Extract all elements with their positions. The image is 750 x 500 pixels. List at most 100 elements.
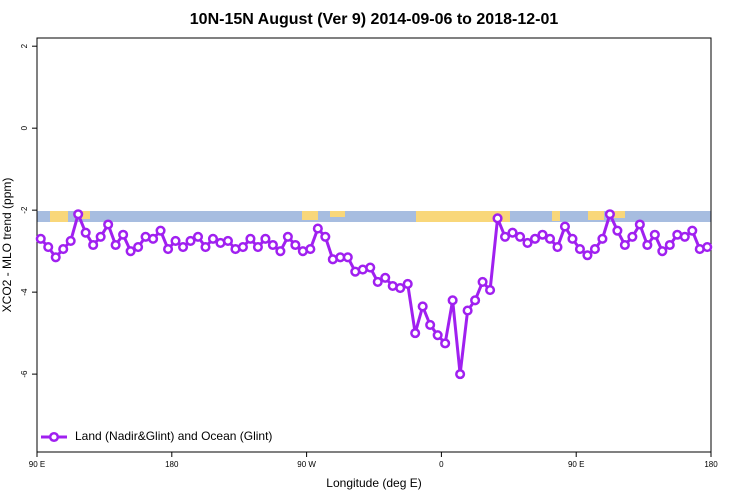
point — [200, 241, 211, 253]
point — [395, 282, 406, 294]
point — [687, 225, 698, 236]
point — [125, 246, 136, 257]
point — [619, 239, 630, 251]
point — [664, 239, 675, 251]
point — [702, 241, 713, 253]
point — [410, 328, 421, 339]
point — [163, 244, 174, 255]
point — [567, 233, 578, 244]
point — [237, 241, 248, 253]
point — [170, 235, 181, 246]
point — [43, 241, 54, 253]
point — [440, 338, 451, 349]
y-tick-label: 2 — [20, 43, 29, 48]
x-tick-label: 90 E — [568, 460, 584, 469]
point — [275, 246, 286, 257]
point — [95, 231, 106, 242]
y-tick-label: -4 — [20, 288, 29, 296]
point — [529, 233, 541, 244]
land-patch — [330, 211, 345, 217]
y-tick-label: -2 — [20, 206, 29, 214]
x-tick-label: 180 — [165, 460, 179, 469]
x-tick-label: 90 W — [297, 460, 316, 469]
point — [627, 231, 638, 242]
point — [133, 241, 144, 253]
point — [58, 244, 69, 255]
point — [552, 241, 563, 253]
land-patch — [552, 211, 560, 221]
point — [507, 227, 518, 238]
point — [305, 244, 316, 255]
point — [514, 231, 526, 242]
point — [417, 301, 428, 312]
point — [88, 239, 99, 251]
point — [50, 252, 61, 263]
point — [35, 233, 46, 244]
y-axis-label: XCO2 - MLO trend (ppm) — [0, 178, 14, 313]
point — [589, 244, 600, 255]
legend-label: Land (Nadir&Glint) and Ocean (Glint) — [75, 429, 272, 443]
point — [500, 231, 511, 242]
point — [207, 233, 219, 244]
point — [574, 244, 585, 255]
point — [425, 319, 436, 330]
point — [177, 241, 189, 253]
land-patch — [416, 211, 510, 222]
point — [597, 233, 608, 244]
x-tick-label: 90 E — [29, 460, 45, 469]
point — [290, 239, 301, 251]
ocean-strip — [37, 211, 711, 222]
point — [634, 219, 645, 230]
point — [282, 231, 293, 242]
point — [402, 278, 413, 289]
point — [642, 239, 653, 251]
point — [365, 262, 376, 273]
x-tick-label: 0 — [439, 460, 444, 469]
point — [80, 227, 91, 238]
legend-marker — [48, 431, 60, 443]
land-patch — [613, 211, 625, 218]
point — [252, 241, 263, 253]
point — [118, 229, 129, 240]
point — [559, 221, 571, 232]
point — [612, 225, 623, 236]
x-axis-label: Longitude (deg E) — [326, 476, 421, 490]
point — [245, 233, 256, 244]
land-patch — [50, 211, 68, 222]
point — [110, 239, 121, 251]
point — [148, 233, 159, 244]
point — [522, 237, 533, 249]
point — [582, 250, 593, 261]
point — [537, 229, 548, 240]
point — [380, 272, 391, 283]
point — [679, 231, 690, 242]
point — [477, 276, 488, 287]
point — [222, 235, 234, 246]
point — [267, 239, 278, 251]
land-patch — [588, 211, 604, 220]
chart-title: 10N-15N August (Ver 9) 2014-09-06 to 201… — [190, 11, 559, 28]
point — [455, 369, 466, 380]
point — [604, 209, 615, 220]
point — [192, 231, 204, 242]
point — [432, 330, 443, 341]
point — [649, 229, 660, 240]
point — [73, 209, 84, 220]
y-tick-label: 0 — [20, 125, 29, 130]
point — [492, 213, 503, 224]
land-patch — [302, 211, 318, 220]
point — [320, 231, 331, 242]
point — [312, 223, 323, 234]
point — [470, 295, 481, 306]
point — [657, 246, 668, 257]
point — [65, 235, 76, 246]
point — [155, 225, 166, 236]
y-tick-label: -6 — [20, 370, 29, 378]
point — [260, 233, 271, 244]
point — [103, 219, 114, 230]
x-tick-label: 180 — [704, 460, 718, 469]
point — [372, 276, 383, 287]
point — [485, 285, 496, 296]
point — [462, 305, 473, 316]
